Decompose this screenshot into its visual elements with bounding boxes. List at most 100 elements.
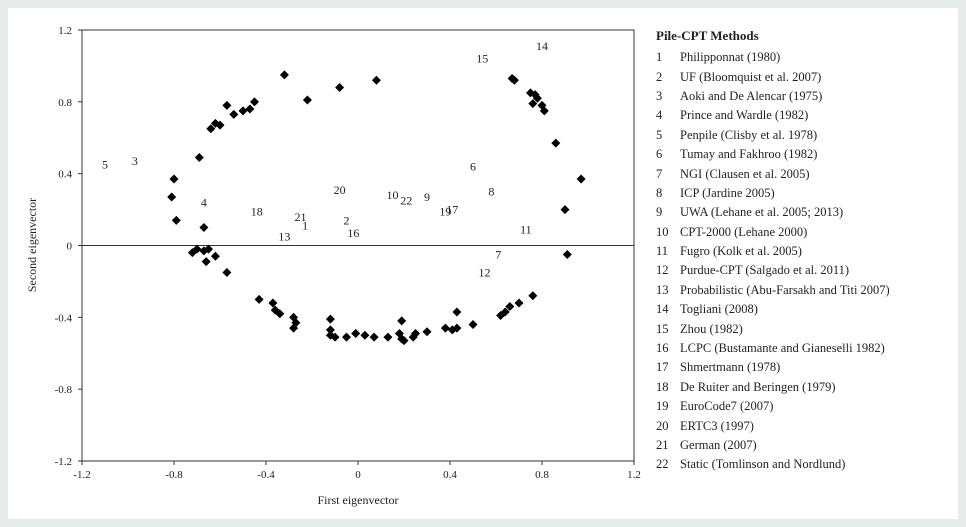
legend: Pile-CPT Methods 1 Philipponnat (1980) 2 UF…	[656, 28, 956, 475]
data-point-marker	[206, 124, 216, 134]
data-point-marker	[399, 336, 409, 346]
legend-item: 12 Purdue-CPT (Salgado et al. 2011)	[656, 261, 956, 280]
figure-canvas: 1.2 0.8 0.4 0 -0.4 -0.8 -1.2 -1.2 -0.8 -0.4 0 0.4 0…	[8, 8, 958, 519]
legend-item-label: Shmertmann (1978)	[680, 360, 781, 375]
method-number-label: 4	[201, 195, 207, 209]
data-point-marker	[194, 153, 204, 163]
method-number-label: 8	[488, 185, 494, 199]
legend-item-label: Tumay and Fakhroo (1982)	[680, 147, 818, 162]
legend-item-label: CPT-2000 (Lehane 2000)	[680, 224, 808, 239]
method-number-label: 11	[520, 222, 532, 236]
data-point-marker	[171, 215, 181, 225]
data-point-marker	[325, 325, 335, 335]
data-point-marker	[222, 100, 232, 110]
data-point-marker	[440, 323, 450, 333]
legend-item-number: 22	[656, 457, 669, 472]
legend-item-number: 18	[656, 379, 669, 394]
data-point-marker	[560, 205, 570, 215]
data-point-marker	[215, 120, 225, 130]
data-point-marker	[369, 332, 379, 342]
legend-item-number: 15	[656, 321, 669, 336]
legend-item-number: 16	[656, 341, 669, 356]
method-number-label: 1	[302, 219, 308, 233]
method-number-label: 9	[424, 190, 430, 204]
y-tick-label: 0.4	[58, 169, 72, 181]
method-number-label: 15	[476, 52, 488, 66]
legend-item-label: German (2007)	[680, 438, 757, 452]
method-number-label: 7	[495, 247, 501, 261]
legend-item-label: De Ruiter and Beringen (1979)	[680, 379, 836, 394]
data-point-marker	[468, 320, 478, 330]
scatter-chart: 1.2 0.8 0.4 0 -0.4 -0.8 -1.2 -1.2 -0.8 -0.4 0 0.4 0…	[25, 25, 641, 507]
data-point-marker	[452, 323, 462, 333]
legend-item-number: 2	[656, 69, 663, 84]
legend-item-label: EuroCode7 (2007)	[680, 399, 774, 414]
data-point-marker	[371, 75, 381, 85]
legend-item-number: 4	[656, 108, 663, 123]
x-tick-label: 0	[355, 469, 361, 481]
legend-item-number: 9	[656, 205, 663, 220]
legend-item: 22 Static (Tomlinson and Nordlund)	[656, 455, 956, 474]
legend-item-label: Purdue-CPT (Salgado et al. 2011)	[680, 263, 850, 278]
data-point-marker	[526, 88, 535, 98]
data-point-marker	[330, 332, 340, 342]
legend-title: Pile-CPT Methods	[656, 28, 759, 43]
legend-item-number: 13	[656, 282, 669, 297]
method-number-label: 10	[387, 188, 399, 202]
method-number-label: 13	[278, 230, 290, 244]
data-point-marker	[500, 307, 510, 317]
legend-item: 20 ERTC3 (1997)	[656, 416, 956, 435]
y-tick-label: -0.8	[55, 384, 73, 396]
legend-item: 8 ICP (Jardine 2005)	[656, 184, 956, 203]
legend-item: 3 Aoki and De Alencar (1975)	[656, 87, 956, 106]
legend-item: 18 De Ruiter and Beringen (1979)	[656, 378, 956, 397]
data-point-marker	[254, 294, 264, 304]
legend-item: 6 Tumay and Fakhroo (1982)	[656, 145, 956, 164]
legend-item-number: 6	[656, 147, 663, 162]
y-tick-label: -0.4	[55, 312, 73, 324]
legend-item: 15 Zhou (1982)	[656, 319, 956, 338]
data-markers	[167, 70, 586, 346]
legend-item: 19 EuroCode7 (2007)	[656, 397, 956, 416]
y-tick-label: 1.2	[58, 25, 72, 37]
legend-item: 1 Philipponnat (1980)	[656, 48, 956, 67]
method-number-label: 18	[251, 204, 263, 218]
data-point-marker	[383, 332, 393, 342]
legend-item-label: Philipponnat (1980)	[680, 50, 781, 65]
data-point-marker	[514, 298, 524, 308]
method-number-label: 17	[446, 203, 458, 217]
x-tick-label: -0.8	[165, 469, 183, 481]
y-tick-label: -1.2	[55, 456, 72, 468]
data-point-marker	[199, 223, 209, 233]
legend-item-number: 21	[656, 438, 669, 452]
legend-item-label: Fugro (Kolk et al. 2005)	[680, 244, 802, 259]
legend-item-label: NGI (Clausen et al. 2005)	[680, 166, 810, 181]
data-point-marker	[187, 248, 197, 258]
method-number-label: 16	[347, 226, 359, 240]
legend-item-label: Penpile (Clisby et al. 1978)	[680, 127, 818, 142]
legend-item: 10 CPT-2000 (Lehane 2000)	[656, 223, 956, 242]
legend-item-label: UF (Bloomquist et al. 2007)	[680, 69, 822, 84]
data-point-marker	[507, 73, 517, 83]
data-point-marker	[528, 99, 538, 109]
data-point-marker	[238, 106, 248, 116]
data-point-marker	[422, 327, 432, 337]
legend-item-number: 8	[656, 185, 663, 200]
legend-item-number: 12	[656, 263, 669, 278]
data-point-marker	[397, 316, 407, 326]
data-point-marker	[528, 291, 538, 301]
legend-items: 1 Philipponnat (1980) 2 UF (Bloomquist et a…	[656, 48, 956, 475]
data-point-marker	[250, 97, 259, 107]
method-number-label: 2	[344, 213, 350, 227]
data-point-marker	[505, 302, 515, 312]
data-point-marker	[268, 298, 278, 308]
method-number-label: 14	[536, 39, 548, 53]
legend-item: 21 German (2007)	[656, 436, 956, 455]
x-axis-ticks: -1.2 -0.8 -0.4 0 0.4 0.8 1.2	[73, 461, 641, 481]
legend-item-label: Togliani (2008)	[680, 302, 758, 317]
method-number-label: 21	[295, 210, 307, 224]
method-number-label: 3	[132, 154, 138, 168]
y-axis-label: Second eigenvector	[25, 198, 39, 292]
y-tick-label: 0	[67, 241, 73, 253]
legend-item-label: ICP (Jardine 2005)	[680, 185, 775, 200]
